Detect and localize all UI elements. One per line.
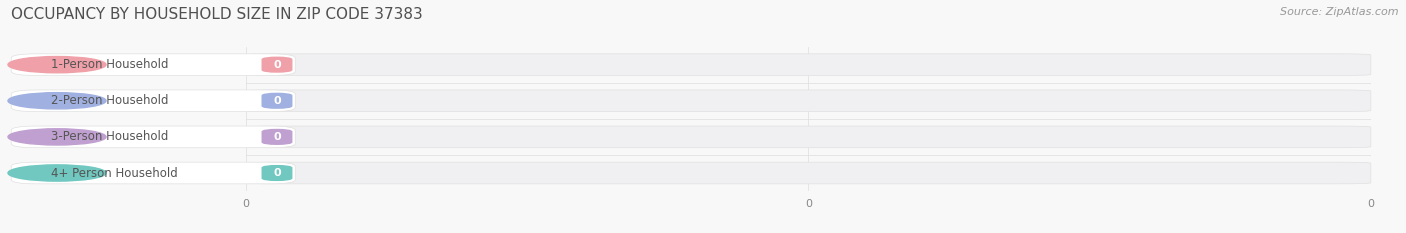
Text: 0: 0 bbox=[273, 60, 281, 70]
FancyBboxPatch shape bbox=[246, 162, 1371, 184]
Text: 1-Person Household: 1-Person Household bbox=[51, 58, 169, 71]
Text: 2-Person Household: 2-Person Household bbox=[51, 94, 169, 107]
Text: 0: 0 bbox=[273, 168, 281, 178]
FancyBboxPatch shape bbox=[246, 54, 1371, 75]
Text: 0: 0 bbox=[273, 96, 281, 106]
Text: 0: 0 bbox=[273, 132, 281, 142]
Text: 3-Person Household: 3-Person Household bbox=[51, 130, 167, 143]
Text: Source: ZipAtlas.com: Source: ZipAtlas.com bbox=[1281, 7, 1399, 17]
Text: OCCUPANCY BY HOUSEHOLD SIZE IN ZIP CODE 37383: OCCUPANCY BY HOUSEHOLD SIZE IN ZIP CODE … bbox=[11, 7, 423, 22]
FancyBboxPatch shape bbox=[246, 90, 1371, 112]
FancyBboxPatch shape bbox=[246, 126, 1371, 148]
Text: 4+ Person Household: 4+ Person Household bbox=[51, 167, 177, 179]
